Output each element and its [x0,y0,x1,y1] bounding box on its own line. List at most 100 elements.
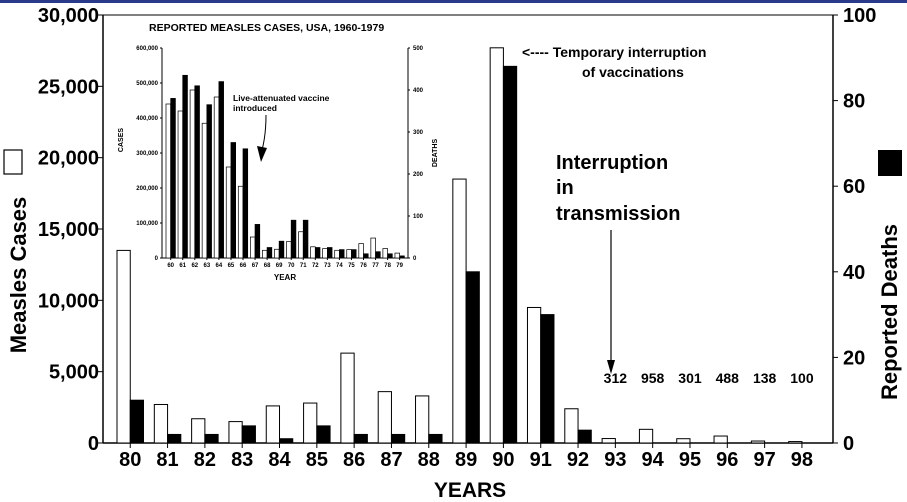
value-label: 488 [716,370,740,386]
inset-chart: REPORTED MEASLES CASES, USA, 1960-1979 6… [118,22,439,282]
main-y-tick-label: 25,000 [38,76,99,98]
main-deaths-bar [279,438,294,444]
main-x-tick-label: 88 [418,449,440,471]
inset-deaths-bar [254,224,261,259]
inset-cases-bar [358,243,364,259]
inset-x-tick-label: 63 [204,263,211,269]
main-x-tick-label: 86 [343,449,365,471]
main-value-labels: 312 958 301 488 138 100 [604,370,814,386]
inset-x-tick-label: 60 [167,263,174,269]
main-y-tick-label: 10,000 [38,290,99,312]
inset-x-tick-label: 67 [252,263,259,269]
inset-y2-tick-label: 100 [413,214,424,220]
main-deaths-bar [465,271,480,444]
inset-x-tick-label: 71 [300,263,307,269]
inset-cases-bar [201,122,208,259]
inset-x-tick-label: 61 [179,263,186,269]
main-y2-axis-title: Reported Deaths [877,224,902,400]
main-y2-tick-label: 40 [843,262,865,284]
annotation-vaccination-interruption-line1: <---- Temporary interruption [522,44,706,60]
main-x-tick-label: 89 [455,449,477,471]
inset-y-tick-label: 0 [155,256,159,262]
main-cases-bar [676,438,691,444]
main-deaths-bar [502,65,518,444]
main-x-axis-title: YEARS [434,479,506,502]
main-cases-bar [452,178,467,444]
inset-x-tick-label: 79 [396,263,403,269]
main-y2-tick-label: 20 [843,347,865,369]
main-x-tick-label: 91 [530,449,552,471]
inset-x-tick-label: 78 [384,263,391,269]
inset-cases-bar [310,246,316,259]
top-accent-line [0,0,907,3]
inset-deaths-bar [182,74,188,259]
inset-y-tick-label: 100,000 [136,221,158,227]
inset-x-tick-label: 75 [348,263,355,269]
main-cases-bar [564,408,579,444]
main-cases-bar [415,395,430,444]
inset-deaths-bar [327,247,333,259]
main-cases-bar [228,421,243,444]
value-label: 958 [641,370,665,386]
main-deaths-bar [241,425,256,444]
main-cases-bar [303,402,318,444]
inset-deaths-bar [218,81,224,259]
main-deaths-bar [428,433,443,444]
main-x-tick-label: 98 [791,449,813,471]
main-x-tick-label: 87 [380,449,402,471]
inset-x-tick-label: 64 [216,263,223,269]
inset-x-tick-label: 77 [372,263,379,269]
inset-x-tick-label: 72 [312,263,319,269]
inset-cases-bar [177,110,184,259]
inset-x-tick-label: 62 [191,263,198,269]
inset-x-tick-label: 73 [324,263,331,269]
inset-cases-bar [213,96,220,259]
main-cases-bar [377,391,392,444]
main-cases-bar [788,441,803,444]
inset-cases-bar [334,249,340,259]
inset-deaths-bar [290,219,297,259]
main-x-tick-label: 95 [679,449,701,471]
inset-y-axis-title: CASES [118,128,125,152]
inset-cases-bar [298,231,304,259]
inset-deaths-bar [363,253,369,259]
main-deaths-bar [390,433,406,444]
main-deaths-bar [204,433,219,444]
main-deaths-bar [129,399,144,444]
inset-deaths-bar [339,249,345,259]
inset-cases-bar [274,248,280,259]
main-x-tick-label: 85 [306,449,328,471]
main-deaths-bar [540,314,555,444]
main-y-tick-label: 0 [88,433,99,455]
main-x-tick-label: 96 [716,449,738,471]
inset-deaths-bar [351,249,357,259]
inset-title: REPORTED MEASLES CASES, USA, 1960-1979 [149,22,384,34]
inset-deaths-bar [266,247,273,259]
main-y-tick-labels: 0 5,000 10,000 15,000 20,000 25,000 30,000 [38,5,99,455]
inset-deaths-bar [194,85,200,259]
main-cases-bar [638,428,654,444]
inset-y-tick-label: 200,000 [136,186,158,192]
inset-bars [165,74,405,259]
inset-cases-bar [165,103,172,259]
main-cases-bar [191,418,206,444]
inset-x-tick-label: 65 [228,263,235,269]
inset-x-tick-label: 69 [276,263,283,269]
annotation-transmission-line3: transmission [556,203,680,225]
inset-cases-bar [189,89,196,259]
main-cases-bar [489,47,504,444]
main-x-tick-label: 80 [119,449,141,471]
main-y2-tick-label: 0 [843,433,854,455]
main-cases-bar [340,352,355,444]
main-y-tick-label: 15,000 [38,219,99,241]
annotation-transmission-line1: Interruption [556,152,668,174]
main-cases-bar [153,403,169,444]
main-x-tick-label: 92 [567,449,589,471]
inset-y-tick-labels: 0 100,000 200,000 300,000 400,000 500,000 600,… [136,46,158,262]
value-label: 312 [604,370,628,386]
annotation-vaccination-interruption-line2: of vaccinations [582,64,684,80]
main-cases-bar [713,435,728,444]
inset-annotation-vaccine-line2: introduced [233,103,277,113]
inset-y-tick-label: 300,000 [136,151,158,157]
